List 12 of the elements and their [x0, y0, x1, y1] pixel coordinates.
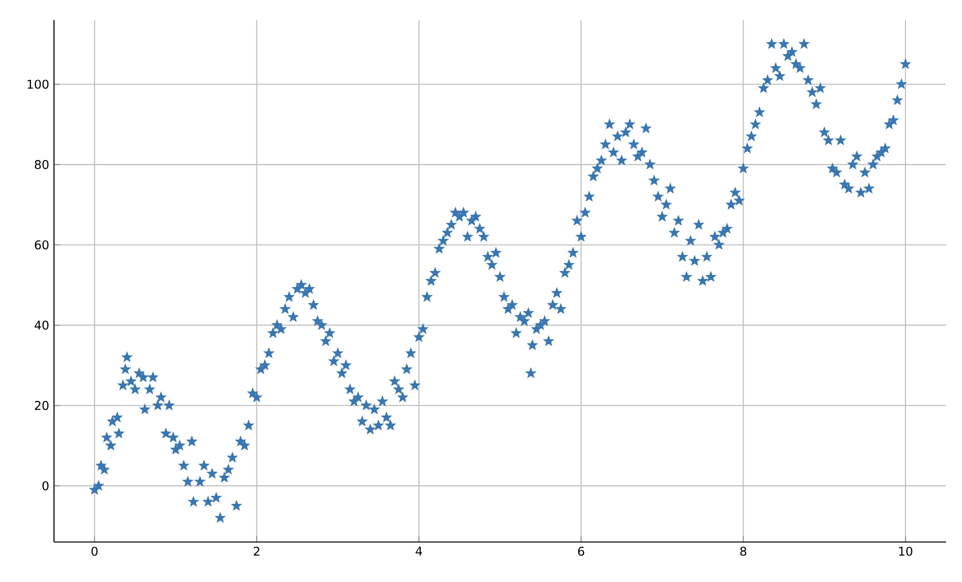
y-tick-label: 100	[28, 80, 48, 89]
x-tick-label: 6	[578, 546, 584, 556]
y-tick-label: 40	[34, 320, 48, 330]
x-tick-label: 0	[92, 546, 98, 556]
y-tick-label: 60	[34, 240, 48, 250]
x-tick-label: 2	[254, 546, 260, 556]
x-tick-label: 4	[416, 546, 422, 556]
y-tick-label: 0	[42, 481, 48, 490]
x-tick-label: 10	[899, 546, 912, 556]
y-tick-label: 80	[34, 160, 48, 170]
x-tick-label: 8	[740, 546, 746, 556]
y-tick-label: 20	[34, 400, 48, 410]
